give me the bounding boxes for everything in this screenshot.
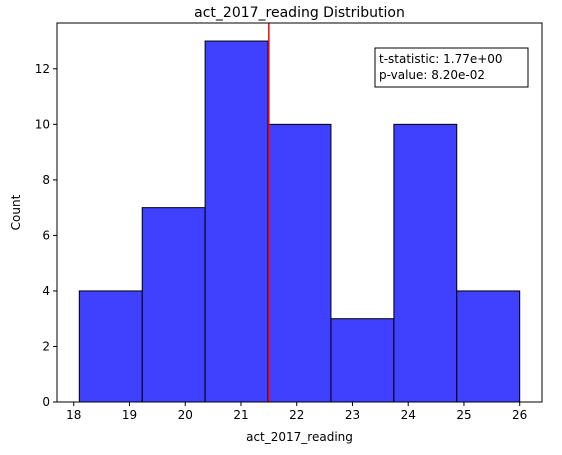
x-tick-label: 24 [401,408,416,422]
y-tick-label: 4 [42,284,50,298]
y-tick-label: 0 [42,395,50,409]
histogram-bar [393,123,458,403]
x-tick-label: 18 [66,408,81,422]
y-tick-label: 8 [42,173,50,187]
histogram-bar [204,40,269,403]
x-tick-label: 21 [233,408,248,422]
y-tick-label: 2 [42,339,50,353]
p-value-text: p-value: 8.20e-02 [379,68,485,82]
x-tick-label: 23 [345,408,360,422]
y-tick-label: 12 [35,62,50,76]
x-axis: 18 19 20 21 22 23 24 25 26 [66,402,527,422]
x-tick-label: 22 [289,408,304,422]
x-tick-label: 25 [456,408,471,422]
chart-title: act_2017_reading Distribution [194,5,405,21]
x-tick-label: 20 [178,408,193,422]
bars [78,40,521,403]
stats-box-frame [374,47,529,88]
histogram-bar [267,123,332,403]
y-axis: 0 2 4 6 8 10 12 [35,62,57,409]
stats-annotation: t-statistic: 1.77e+00 p-value: 8.20e-02 [374,47,529,88]
y-tick-label: 6 [42,228,50,242]
x-tick-label: 19 [122,408,137,422]
histogram-bar [330,318,395,403]
histogram-bar [456,290,521,403]
t-statistic-text: t-statistic: 1.77e+00 [379,52,503,66]
y-axis-label: Count [9,194,23,230]
histogram-bar [78,290,143,403]
y-tick-label: 10 [35,117,50,131]
x-axis-label: act_2017_reading [246,430,353,444]
histogram-bar [141,207,206,403]
plot-frame [56,22,543,403]
x-tick-label: 26 [512,408,527,422]
